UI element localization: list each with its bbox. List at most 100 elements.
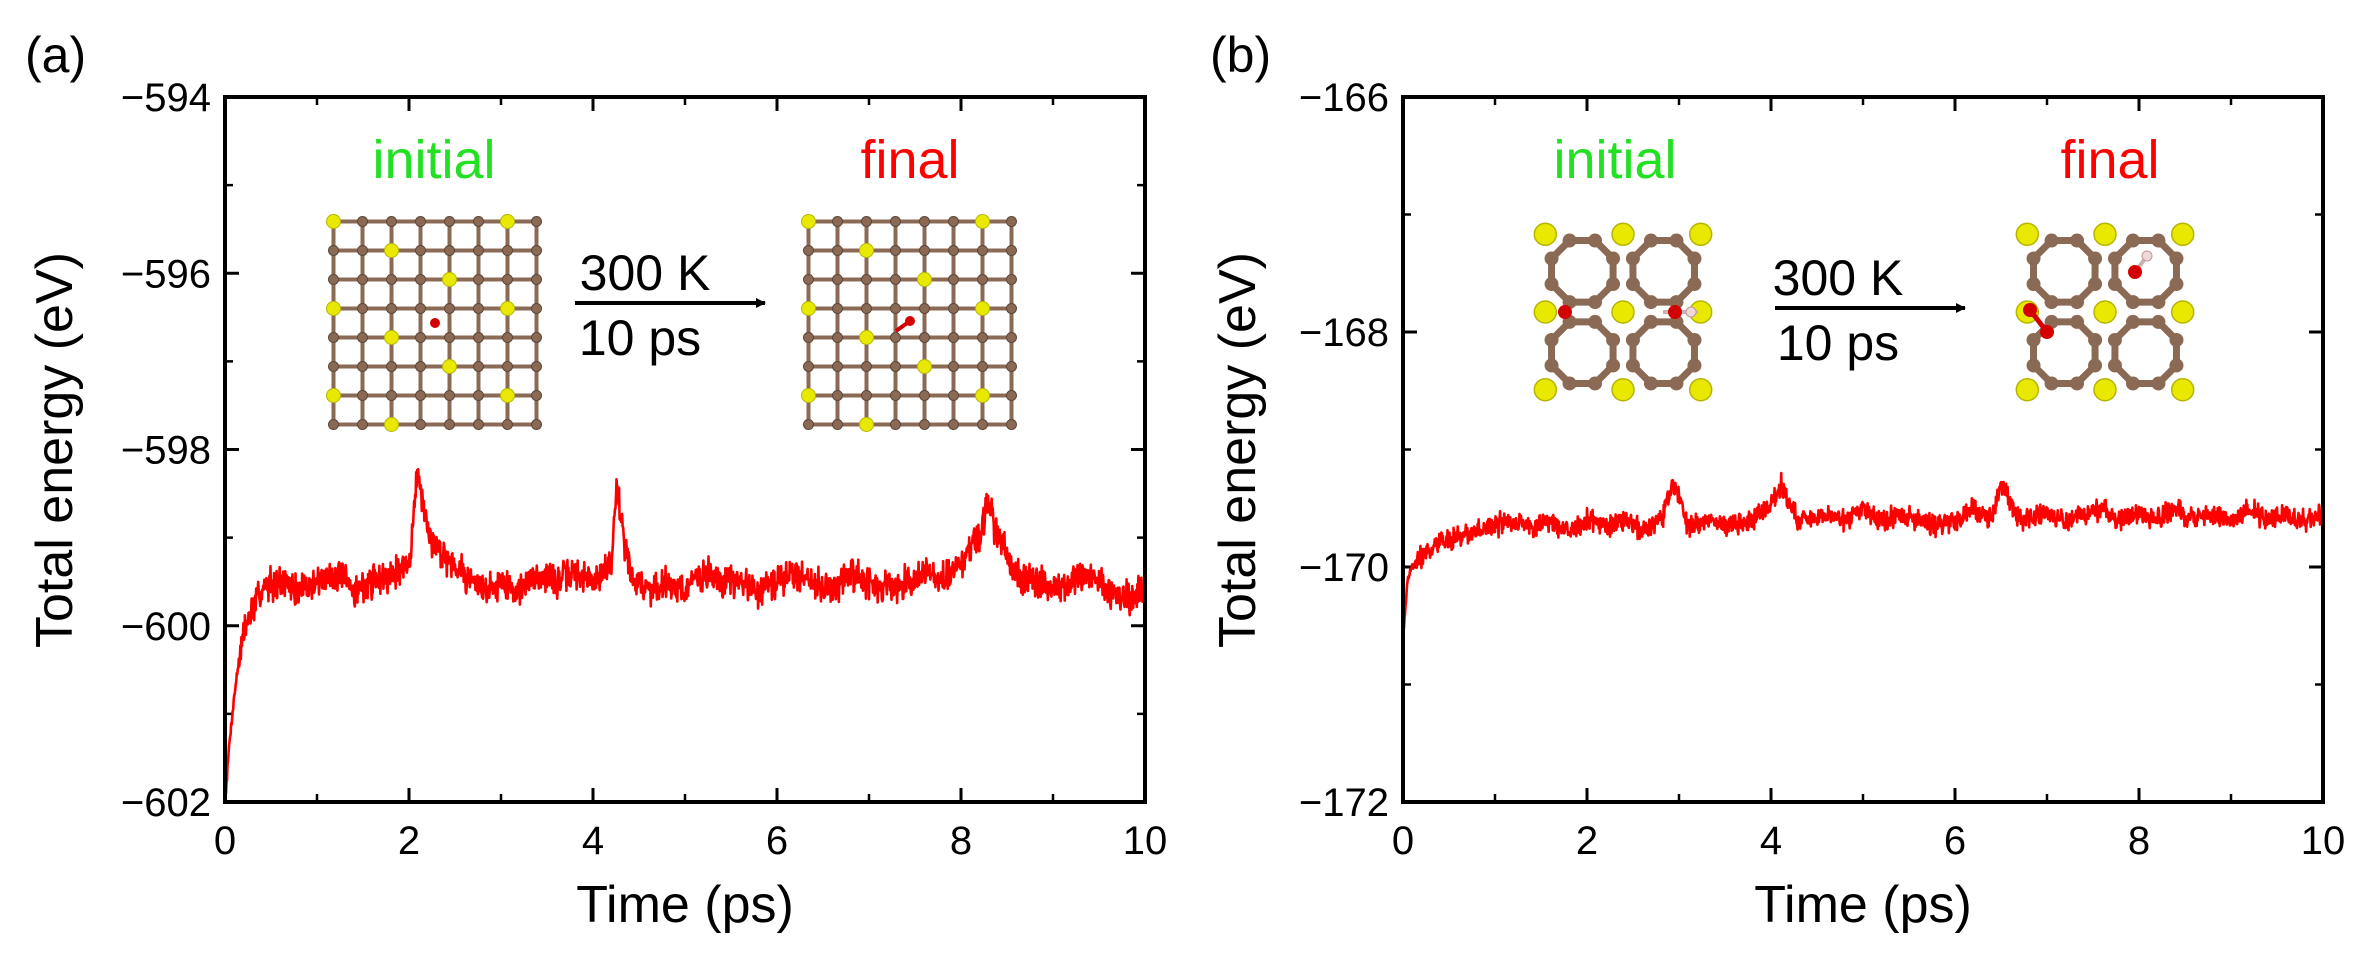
- panel-a-initial-label: initial: [372, 130, 495, 190]
- carbon-atom: [357, 245, 368, 256]
- carbon-atom: [1643, 295, 1658, 310]
- carbon-atom: [861, 274, 872, 285]
- carbon-atom: [803, 419, 814, 430]
- carbon-atom: [919, 216, 930, 227]
- panel-b-plot-frame: [1401, 95, 2325, 804]
- carbon-atom: [948, 245, 959, 256]
- carbon-atom: [1544, 277, 1559, 292]
- x-tick-label: 10: [2301, 819, 2346, 863]
- sulfur-atom: [1533, 300, 1558, 324]
- carbon-atom: [890, 216, 901, 227]
- carbon-atom: [832, 303, 843, 314]
- carbon-atom: [861, 216, 872, 227]
- carbon-atom: [948, 390, 959, 401]
- energy-series-line: [223, 467, 1147, 803]
- oxygen-atom: [2128, 265, 2142, 279]
- sulfur-atom: [2170, 300, 2195, 324]
- carbon-atom: [444, 303, 455, 314]
- y-tick-label: −596: [121, 252, 211, 296]
- carbon-atom: [2026, 251, 2041, 266]
- panel-a-label: (a): [25, 27, 86, 83]
- sulfur-atom: [1533, 222, 1558, 247]
- carbon-atom: [502, 361, 513, 372]
- carbon-atom: [386, 216, 397, 227]
- oxygen-atom: [430, 318, 440, 328]
- panel-b-ticks: 0 2 4 6 8 10 −172 −170 −168 −166: [1299, 76, 2345, 863]
- x-tick-label: 4: [1760, 819, 1782, 863]
- carbon-atom: [832, 390, 843, 401]
- carbon-atom: [1669, 233, 1684, 248]
- carbon-atom: [2169, 332, 2184, 347]
- carbon-atom: [948, 274, 959, 285]
- carbon-atom: [357, 390, 368, 401]
- carbon-atom: [1643, 376, 1658, 391]
- panel-a-inset: initial final 300 K 10 ps: [326, 130, 1017, 432]
- carbon-atom: [861, 390, 872, 401]
- carbon-atom: [328, 332, 339, 343]
- carbon-atom: [977, 419, 988, 430]
- carbon-atom: [1588, 295, 1603, 310]
- sulfur-atom: [975, 214, 990, 229]
- carbon-atom: [2088, 251, 2103, 266]
- panel-a: (a) 0 2 4 6 8 10 −602 −600 −598 −596 −594 Time (ps…: [25, 27, 1167, 934]
- carbon-atom: [832, 274, 843, 285]
- sulfur-atom: [801, 388, 816, 403]
- carbon-atom: [415, 390, 426, 401]
- carbon-atom: [473, 361, 484, 372]
- sulfur-atom: [384, 417, 399, 432]
- panel-b-series: [1401, 471, 2325, 639]
- carbon-atom: [890, 390, 901, 401]
- panel-b-temperature: 300 K: [1773, 250, 1904, 306]
- carbon-atom: [1625, 358, 1640, 373]
- panel-a-final-label: final: [860, 130, 959, 190]
- carbon-atom: [502, 245, 513, 256]
- oxygen-atom: [905, 316, 915, 326]
- x-tick-label: 4: [582, 819, 604, 863]
- x-tick-label: 8: [950, 819, 972, 863]
- carbon-atom: [1588, 233, 1603, 248]
- carbon-atom: [2125, 314, 2140, 329]
- x-tick-label: 6: [1944, 819, 1966, 863]
- carbon-atom: [948, 419, 959, 430]
- carbon-atom: [2125, 295, 2140, 310]
- y-tick-label: −602: [121, 781, 211, 825]
- carbon-atom: [1643, 314, 1658, 329]
- carbon-atom: [2125, 233, 2140, 248]
- carbon-atom: [803, 245, 814, 256]
- carbon-atom: [2044, 376, 2059, 391]
- carbon-atom: [2107, 358, 2122, 373]
- carbon-atom: [861, 361, 872, 372]
- sulfur-atom: [801, 214, 816, 229]
- panel-a-plot-frame: [223, 95, 1147, 804]
- carbon-atom: [2151, 376, 2166, 391]
- sulfur-atom: [500, 214, 515, 229]
- y-tick-label: −598: [121, 429, 211, 473]
- carbon-atom: [2125, 376, 2140, 391]
- x-tick-label: 2: [398, 819, 420, 863]
- carbon-atom: [1606, 332, 1621, 347]
- carbon-atom: [948, 361, 959, 372]
- carbon-atom: [890, 332, 901, 343]
- carbon-atom: [803, 332, 814, 343]
- carbon-atom: [531, 303, 542, 314]
- carbon-atom: [2044, 295, 2059, 310]
- carbon-atom: [1625, 251, 1640, 266]
- carbon-atom: [919, 419, 930, 430]
- carbon-atom: [531, 332, 542, 343]
- carbon-atom: [977, 332, 988, 343]
- carbon-atom: [415, 332, 426, 343]
- carbon-atom: [977, 245, 988, 256]
- carbon-atom: [473, 332, 484, 343]
- sulfur-atom: [917, 359, 932, 374]
- panel-b-inset: initial final 300 K 10 ps: [1533, 130, 2195, 402]
- panel-b-final-structure: [2015, 222, 2195, 402]
- panel-b-x-axis-title: Time (ps): [1754, 876, 1972, 934]
- panel-b-y-axis-title: Total energy (eV): [1209, 252, 1267, 648]
- sulfur-atom: [859, 417, 874, 432]
- x-tick-label: 6: [766, 819, 788, 863]
- oxygen-atom: [1558, 305, 1572, 319]
- carbon-atom: [1006, 361, 1017, 372]
- sulfur-atom: [859, 243, 874, 258]
- carbon-atom: [2026, 332, 2041, 347]
- carbon-atom: [1006, 419, 1017, 430]
